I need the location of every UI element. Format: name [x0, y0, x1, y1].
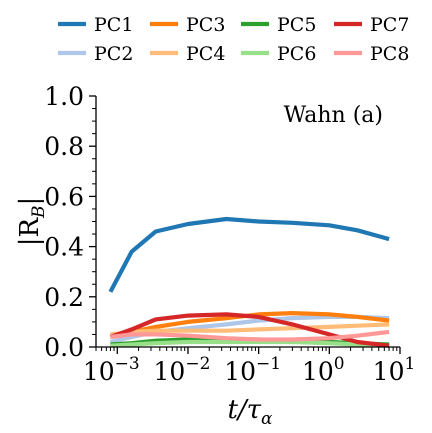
- x-tick-base: 10: [154, 357, 186, 386]
- x-tick-exponent: −1: [256, 354, 281, 374]
- x-tick-base: 10: [302, 357, 334, 386]
- plot-area: 0.00.20.40.60.81.0 10−3 10−2 10−1 100 101 Wa…: [44, 82, 415, 386]
- series-line-pc1: [108, 216, 390, 293]
- legend-item-pc8: PC8: [334, 43, 409, 65]
- y-axis-label-subscript: B: [29, 205, 49, 219]
- series-line-pc8: [110, 329, 390, 342]
- series-line-pc4: [110, 322, 390, 337]
- legend-label: PC5: [277, 14, 316, 36]
- legend-item-pc7: PC7: [334, 14, 409, 36]
- y-tick-label: 0.4: [44, 233, 84, 262]
- x-tick-label: 101: [373, 354, 416, 386]
- y-tick-label: 0.0: [44, 333, 84, 362]
- series-line-pc6: [110, 339, 390, 348]
- legend: PC1 PC2 PC3 PC4 PC5 PC6 PC7 PC8: [58, 14, 409, 65]
- legend-item-pc2: PC2: [58, 43, 133, 65]
- annotation-label: Wahn (a): [284, 103, 383, 128]
- x-tick-label: 10−1: [224, 354, 281, 386]
- x-tick-exponent: −2: [185, 354, 210, 374]
- legend-label: PC4: [186, 43, 225, 65]
- x-axis-label: t/τα: [227, 395, 273, 429]
- x-tick-base: 10: [83, 357, 115, 386]
- legend-label: PC7: [370, 14, 409, 36]
- y-axis-label-close: |: [15, 197, 45, 206]
- legend-item-pc6: PC6: [241, 43, 316, 65]
- y-tick-label: 0.2: [44, 283, 84, 312]
- x-tick-exponent: 1: [404, 354, 415, 374]
- y-axis-label: |RB|: [15, 197, 49, 247]
- legend-label: PC3: [186, 14, 225, 36]
- y-tick-label: 0.8: [44, 132, 84, 161]
- legend-label: PC1: [94, 14, 133, 36]
- legend-label: PC8: [370, 43, 409, 65]
- x-axis-label-main: t/τ: [227, 395, 261, 425]
- y-tick-label: 0.6: [44, 182, 84, 211]
- legend-item-pc3: PC3: [150, 14, 225, 36]
- x-tick-label: 10−3: [83, 354, 140, 386]
- legend-item-pc1: PC1: [58, 14, 133, 36]
- legend-item-pc5: PC5: [241, 14, 316, 36]
- x-tick-base: 10: [224, 357, 256, 386]
- x-tick-exponent: −3: [115, 354, 140, 374]
- x-tick-label: 10−2: [154, 354, 211, 386]
- x-axis-label-subscript: α: [261, 409, 273, 429]
- x-tick-exponent: 0: [334, 354, 345, 374]
- x-ticks: 10−3 10−2 10−1 100 101: [83, 347, 415, 386]
- y-axis-label-main: |R: [15, 217, 45, 247]
- y-tick-label: 1.0: [44, 82, 84, 111]
- legend-label: PC6: [277, 43, 316, 65]
- legend-item-pc4: PC4: [150, 43, 225, 65]
- x-tick-base: 10: [373, 357, 405, 386]
- legend-label: PC2: [94, 43, 133, 65]
- y-ticks: 0.0 0.2 0.4 0.6 0.8 1.0: [44, 82, 96, 362]
- x-tick-label: 100: [302, 354, 345, 386]
- series-layer: [108, 216, 390, 348]
